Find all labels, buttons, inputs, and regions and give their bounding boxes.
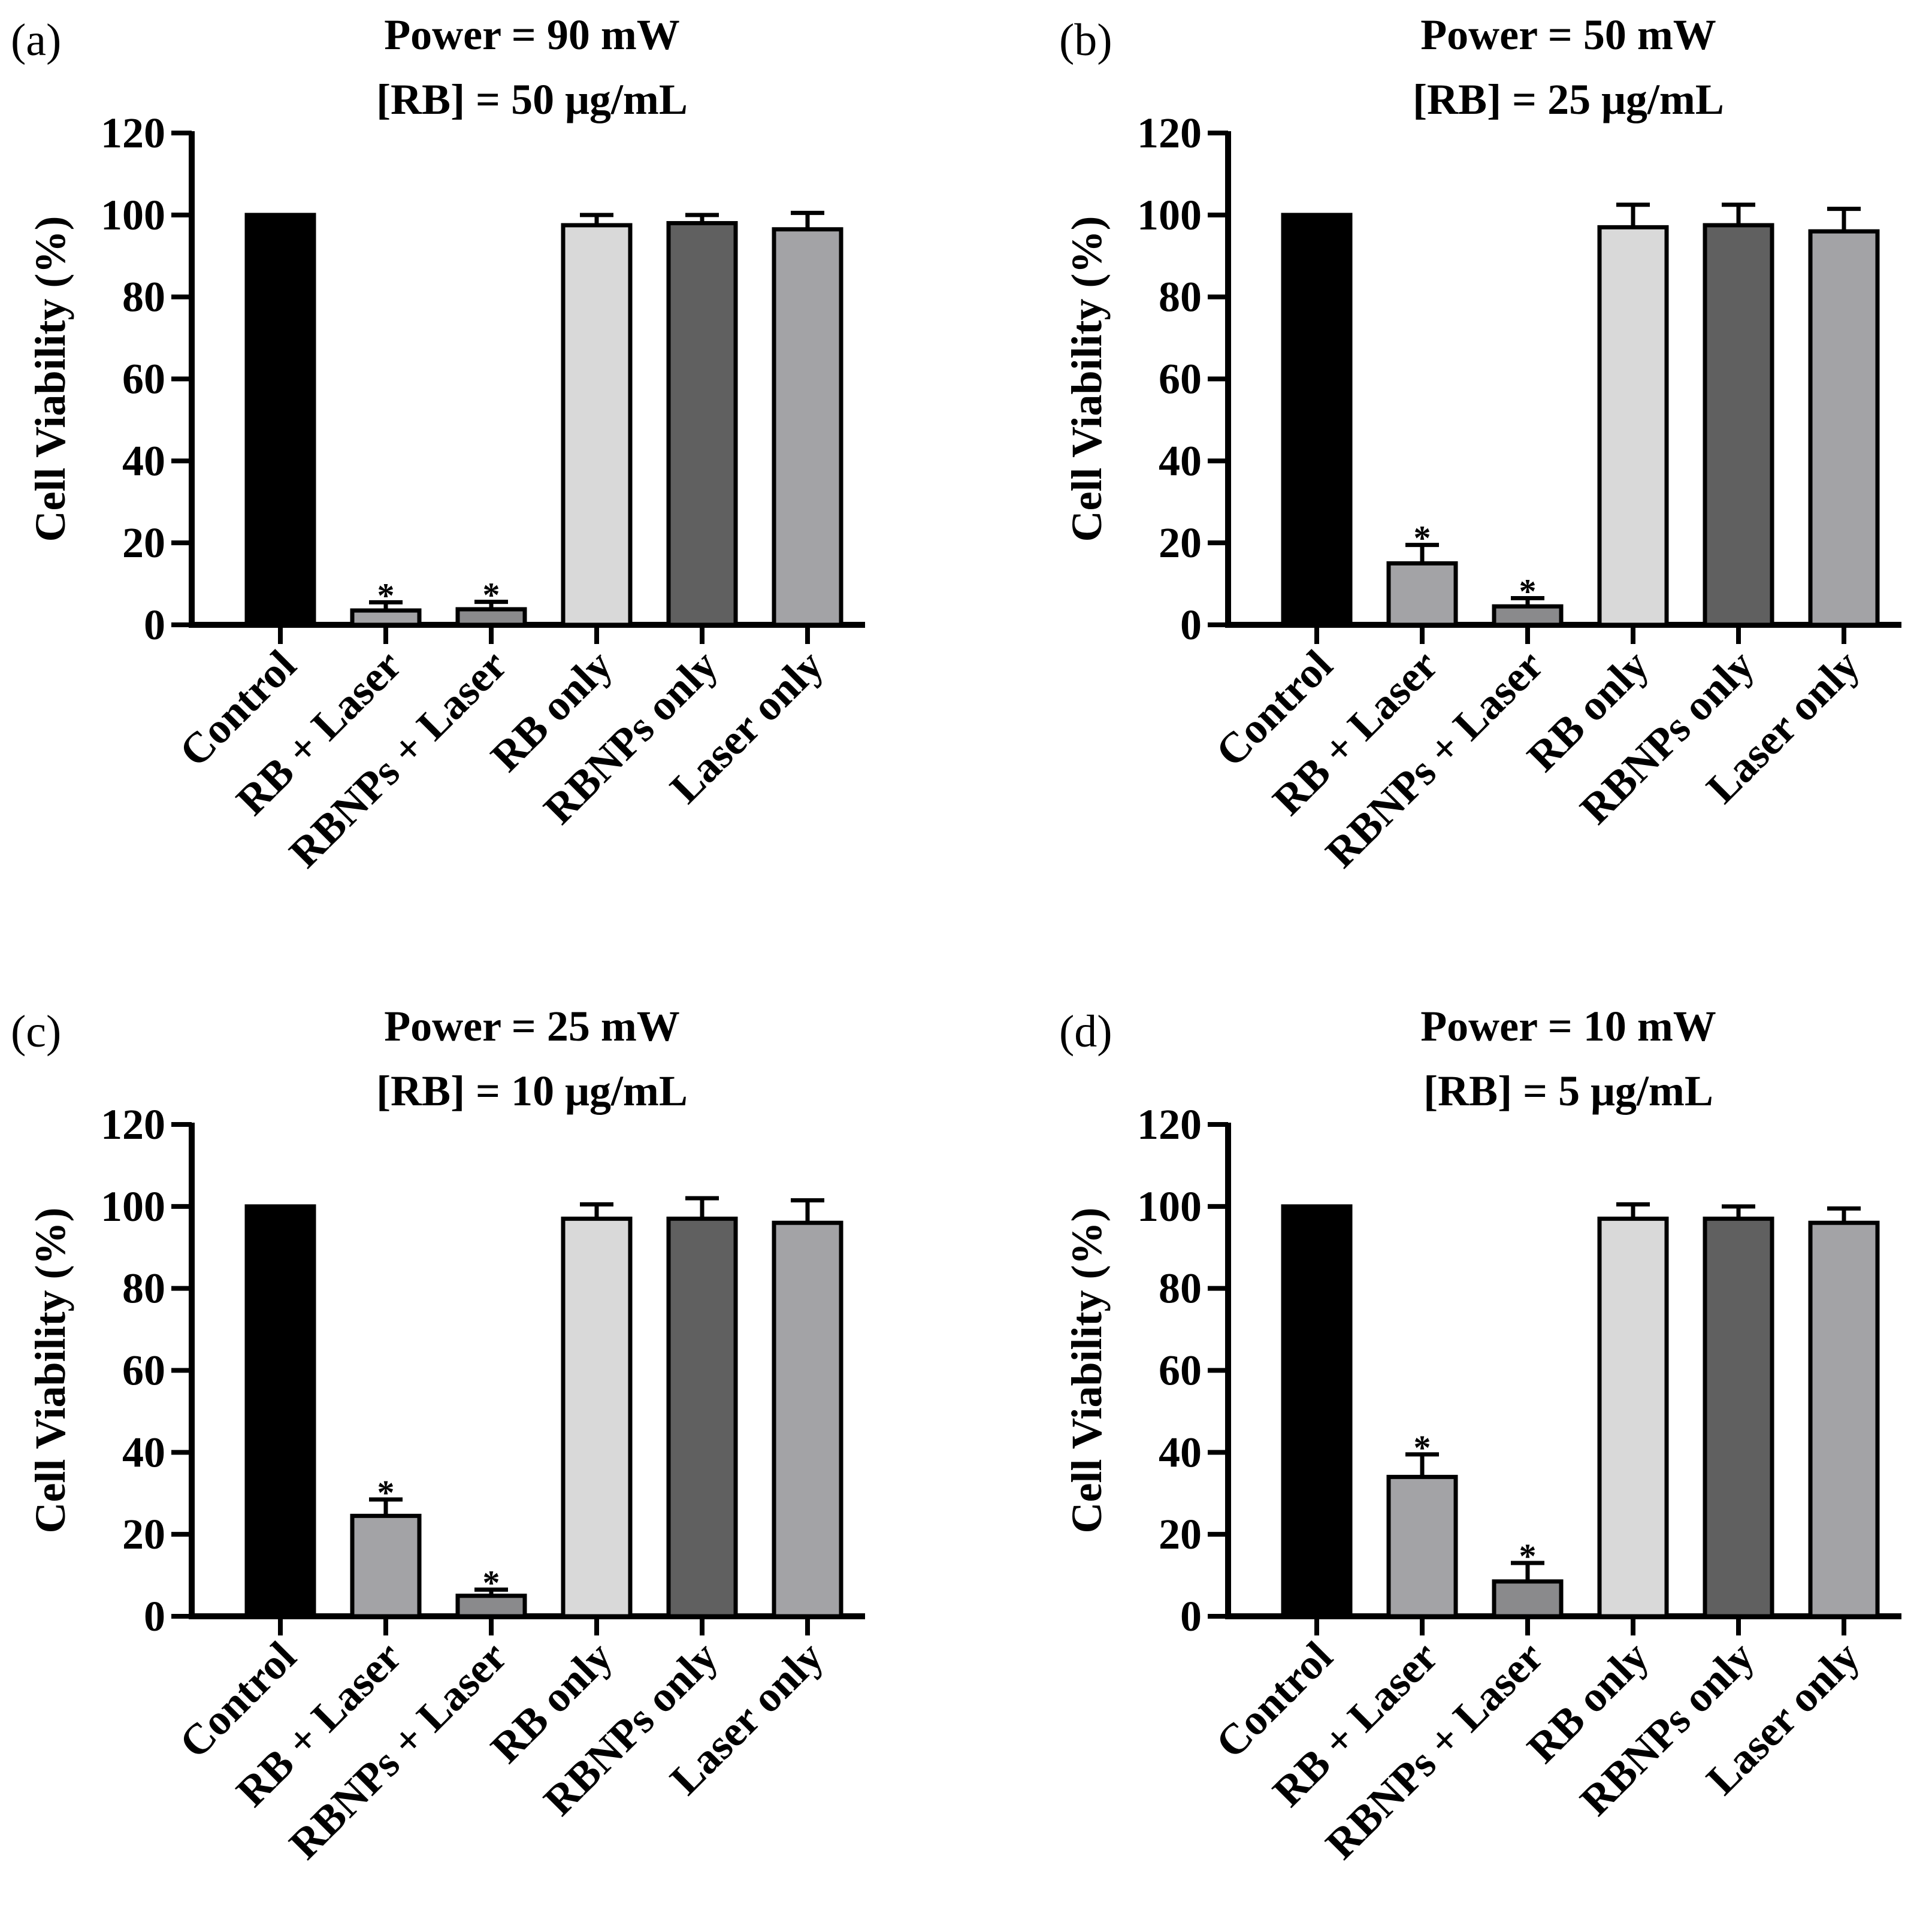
- bar: [1386, 561, 1458, 627]
- significance-star: *: [1519, 1537, 1537, 1576]
- y-axis-label: Cell Viability (%): [1063, 216, 1111, 542]
- y-tick-label: 0: [1180, 601, 1202, 649]
- y-tick-label: 80: [1159, 1265, 1202, 1313]
- bar: [1492, 1579, 1564, 1619]
- chart-title-line2: [RB] = 50 μg/mL: [376, 75, 688, 123]
- y-axis-label: Cell Viability (%): [26, 1208, 74, 1534]
- y-tick-label: 120: [101, 109, 165, 157]
- panel-c: (c) Power = 25 mW [RB] = 10 μg/mL Cell Viab…: [11, 1002, 865, 1868]
- y-tick-label: 80: [122, 273, 165, 321]
- bar: [561, 1216, 633, 1619]
- y-tick-label: 120: [1137, 109, 1202, 157]
- chart-title-line2: [RB] = 5 μg/mL: [1423, 1067, 1713, 1115]
- chart-title-line1: Power = 90 mW: [384, 11, 680, 59]
- significance-star: *: [1519, 572, 1537, 611]
- y-tick-label: 100: [101, 191, 165, 239]
- y-tick-label: 120: [1137, 1100, 1202, 1148]
- bar: [1281, 1204, 1353, 1619]
- y-tick-label: 20: [122, 519, 165, 567]
- significance-star: *: [1414, 1428, 1431, 1467]
- bar: [1808, 1220, 1880, 1619]
- panel-a: (a) Power = 90 mW [RB] = 50 μg/mL Cell Viab…: [11, 11, 865, 877]
- y-tick-label: 60: [122, 355, 165, 403]
- bar: [455, 1594, 527, 1619]
- significance-star: *: [1414, 519, 1431, 558]
- y-tick-label: 20: [122, 1510, 165, 1558]
- y-tick-label: 0: [144, 601, 165, 649]
- bar: [1703, 1216, 1774, 1619]
- bar: [772, 1220, 843, 1619]
- y-tick-label: 40: [122, 437, 165, 485]
- y-tick-label: 80: [1159, 273, 1202, 321]
- significance-star: *: [483, 576, 500, 615]
- bar: [244, 213, 316, 627]
- panel-label: (a): [11, 15, 61, 65]
- chart-title-line1: Power = 50 mW: [1420, 11, 1716, 59]
- significance-star: *: [377, 576, 395, 615]
- y-tick-label: 80: [122, 1265, 165, 1313]
- y-tick-label: 0: [144, 1592, 165, 1640]
- bar: [772, 227, 843, 627]
- y-tick-label: 40: [1159, 1428, 1202, 1476]
- bar: [666, 1216, 738, 1619]
- bar: [1808, 229, 1880, 627]
- chart-title-line2: [RB] = 25 μg/mL: [1413, 75, 1724, 123]
- bar: [1703, 223, 1774, 627]
- chart-title-line1: Power = 25 mW: [384, 1002, 680, 1050]
- y-tick-label: 100: [1137, 191, 1202, 239]
- y-tick-label: 100: [1137, 1183, 1202, 1230]
- bar: [666, 221, 738, 627]
- bar: [561, 223, 633, 627]
- panel-label: (c): [11, 1006, 61, 1057]
- chart-title-line2: [RB] = 10 μg/mL: [376, 1067, 688, 1115]
- bar: [1386, 1474, 1458, 1619]
- panel-label: (d): [1059, 1006, 1112, 1057]
- y-tick-label: 20: [1159, 1510, 1202, 1558]
- y-tick-label: 40: [122, 1428, 165, 1476]
- y-axis-label: Cell Viability (%): [1063, 1208, 1111, 1534]
- y-tick-label: 40: [1159, 437, 1202, 485]
- y-tick-label: 0: [1180, 1592, 1202, 1640]
- significance-star: *: [377, 1473, 395, 1512]
- bar: [1281, 213, 1353, 627]
- y-tick-label: 100: [101, 1183, 165, 1230]
- bar: [350, 1513, 422, 1619]
- bar: [1597, 225, 1669, 627]
- chart-title-line1: Power = 10 mW: [1420, 1002, 1716, 1050]
- significance-star: *: [483, 1564, 500, 1603]
- y-tick-label: 60: [1159, 355, 1202, 403]
- panel-b: (b) Power = 50 mW [RB] = 25 μg/mL Cell Viab…: [1059, 11, 1901, 877]
- y-tick-label: 120: [101, 1100, 165, 1148]
- bar: [244, 1204, 316, 1619]
- y-tick-label: 20: [1159, 519, 1202, 567]
- panel-d: (d) Power = 10 mW [RB] = 5 μg/mL Cell Viabi…: [1059, 1002, 1901, 1868]
- y-tick-label: 60: [122, 1347, 165, 1395]
- panel-label: (b): [1059, 15, 1112, 65]
- y-tick-label: 60: [1159, 1347, 1202, 1395]
- y-axis-label: Cell Viability (%): [26, 216, 74, 542]
- bar: [1597, 1216, 1669, 1619]
